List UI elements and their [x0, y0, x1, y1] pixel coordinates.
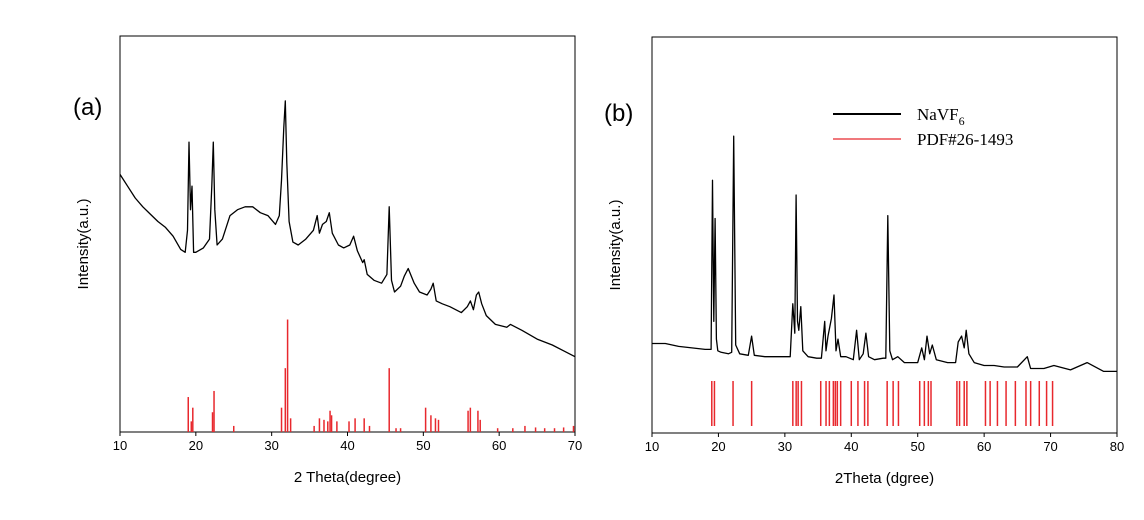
x-tick-label: 40 [844, 439, 858, 454]
reference-sticks [187, 319, 575, 432]
y-axis-label: Intensity(a.u.) [607, 200, 624, 291]
xrd-pattern-line [652, 135, 1117, 373]
plot-frame [651, 36, 1118, 434]
x-tick-label: 70 [1043, 439, 1057, 454]
x-tick-label: 80 [1110, 439, 1124, 454]
plot-frame [119, 35, 576, 433]
panel-a-label: (a) [73, 94, 103, 121]
x-tick-label: 30 [778, 439, 792, 454]
xrd-pattern-line [119, 100, 576, 358]
x-tick-label: 50 [416, 438, 430, 453]
legend-label-pdf: PDF#26-1493 [917, 130, 1013, 149]
x-tick-label: 20 [711, 439, 725, 454]
panel-b-label: (b) [604, 100, 634, 127]
y-axis-label: Intensity(a.u.) [75, 199, 92, 290]
chart-panel-a: 10 20 30 40 50 60 70 2 Theta(degree) Intensity(a… [75, 35, 582, 486]
x-tick-label: 30 [264, 438, 278, 453]
legend: NaVF6 PDF#26-1493 [833, 105, 1013, 149]
x-tick-label: 10 [645, 439, 659, 454]
x-tick-label: 20 [189, 438, 203, 453]
x-tick-label: 40 [340, 438, 354, 453]
x-tick-label: 10 [113, 438, 127, 453]
x-tick-label: 60 [977, 439, 991, 454]
x-tick-label: 50 [910, 439, 924, 454]
x-axis-label: 2 Theta(degree) [294, 469, 401, 486]
x-tick-label: 70 [568, 438, 582, 453]
legend-label-navf6: NaVF6 [917, 105, 965, 128]
reference-sticks [711, 381, 1054, 426]
x-axis-label: 2Theta (dgree) [835, 470, 934, 487]
chart-panel-b: 10 20 30 40 50 60 70 80 2Theta (dgree) Intensity(… [607, 36, 1124, 487]
x-tick-label: 60 [492, 438, 506, 453]
